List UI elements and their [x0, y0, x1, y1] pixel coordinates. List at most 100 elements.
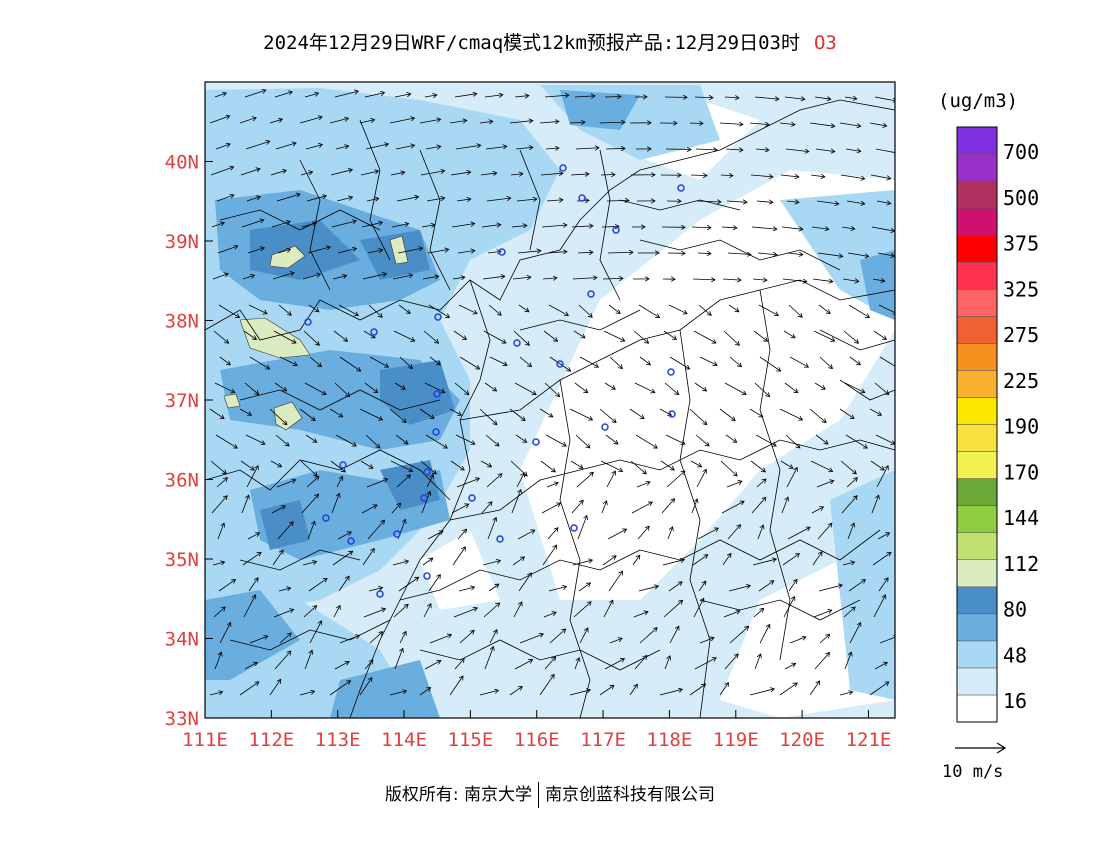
wind-vector	[570, 460, 583, 468]
site-marker	[420, 494, 428, 502]
wind-vector	[541, 225, 567, 227]
wind-vector	[659, 689, 682, 696]
wind-vector	[272, 550, 283, 566]
wind-vector	[303, 606, 317, 618]
wind-vector	[809, 122, 835, 126]
wind-vector	[781, 227, 803, 229]
wind-vector	[209, 408, 224, 419]
wind-vector	[456, 478, 479, 488]
colorbar-label: 700	[1003, 140, 1039, 164]
site-marker	[468, 494, 476, 502]
wind-vector	[336, 476, 343, 488]
wind-vector	[668, 304, 687, 314]
wind-vector	[693, 598, 704, 618]
wind-vector	[212, 274, 228, 280]
wind-vector	[847, 523, 854, 540]
wind-vector	[784, 663, 796, 670]
wind-vector	[812, 278, 833, 282]
wind-vector	[691, 227, 711, 228]
wind-vector	[242, 552, 261, 566]
site-marker	[393, 530, 401, 538]
wind-vector	[575, 148, 599, 149]
wind-vector	[367, 250, 383, 254]
wind-vector	[274, 651, 291, 670]
wind-vector	[667, 527, 673, 540]
wind-vector	[725, 434, 737, 442]
wind-vector	[299, 691, 315, 696]
colorbar-label: 170	[1003, 460, 1039, 484]
wind-vector	[484, 95, 503, 97]
site-marker	[667, 368, 675, 376]
lon-tick-label: 118E	[647, 729, 693, 751]
wind-vector	[519, 634, 543, 644]
wind-vector	[876, 466, 888, 488]
wind-vector	[608, 571, 623, 592]
wind-vector	[484, 647, 493, 670]
wind-vector	[209, 692, 223, 696]
wind-vector	[638, 586, 658, 592]
wind-vector	[839, 122, 861, 126]
wind-vector	[421, 225, 435, 227]
colorbar-segment	[956, 640, 998, 669]
wind-vector	[362, 549, 374, 566]
wind-vector	[395, 434, 408, 444]
wind-vector	[813, 330, 835, 341]
wind-vector	[818, 304, 830, 313]
wind-vector	[689, 408, 707, 425]
wind-vector	[669, 626, 679, 644]
wind-vector	[578, 583, 590, 592]
wind-vector	[809, 408, 826, 423]
wind-vector	[787, 527, 810, 540]
wind-vector	[394, 382, 405, 389]
wind-vector	[427, 249, 449, 254]
wind-vector	[721, 227, 737, 228]
wind-vector	[453, 608, 477, 618]
wind-vector	[217, 523, 224, 540]
wind-vector	[695, 149, 717, 150]
wind-vector	[459, 356, 480, 369]
wind-vector	[697, 528, 718, 540]
species-label: O3	[813, 32, 837, 54]
wind-vector	[811, 227, 829, 229]
colorbar-segment	[956, 532, 998, 560]
wind-vector	[481, 502, 492, 514]
wind-vector	[428, 575, 440, 592]
wind-vector	[571, 226, 593, 227]
wind-vector	[278, 588, 291, 592]
wind-vector	[392, 561, 409, 566]
wind-vector	[242, 275, 254, 280]
wind-vector	[840, 460, 856, 474]
wind-vector	[574, 382, 588, 393]
wind-vector	[606, 471, 615, 488]
wind-vector	[210, 460, 226, 474]
wind-vector	[779, 408, 803, 420]
wind-vector	[782, 554, 799, 566]
wind-vector	[368, 304, 382, 317]
wind-vector	[722, 553, 731, 566]
wind-vector	[607, 529, 627, 540]
wind-vector	[239, 408, 251, 415]
lon-tick-label: 111E	[182, 729, 228, 751]
wind-vector	[367, 520, 384, 540]
wind-vector	[517, 251, 541, 253]
wind-vector	[751, 227, 777, 229]
wind-vector	[245, 141, 270, 150]
wind-vector	[429, 635, 451, 644]
wind-vector	[602, 278, 623, 279]
wind-vector	[429, 356, 440, 365]
wind-vector	[546, 200, 563, 201]
wind-vector	[572, 278, 597, 279]
wind-reference-arrow	[955, 742, 1007, 754]
wind-vector	[693, 330, 716, 343]
site-marker	[423, 468, 431, 476]
wind-vector	[489, 356, 507, 365]
wind-vector	[488, 304, 501, 315]
lat-tick-label: 38N	[165, 311, 199, 333]
wind-vector	[750, 460, 765, 472]
wind-vector	[241, 495, 249, 514]
wind-vector	[869, 408, 881, 415]
lat-tick-label: 40N	[165, 152, 199, 174]
wind-vector	[452, 277, 465, 279]
wind-vector	[512, 277, 531, 279]
